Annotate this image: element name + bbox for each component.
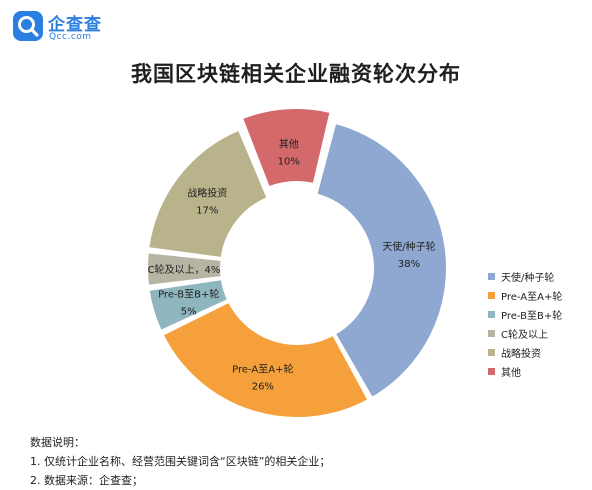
legend-swatch <box>488 273 495 280</box>
search-magnifier-icon <box>13 11 43 41</box>
donut-slice-1 <box>161 300 370 419</box>
legend-item: Pre-A至A+轮 <box>488 286 562 305</box>
legend-item: C轮及以上 <box>488 324 562 343</box>
slice-value-2: 5% <box>181 306 197 317</box>
legend-label: Pre-A至A+轮 <box>501 292 563 303</box>
slice-label-1: Pre-A至A+轮 <box>232 363 293 376</box>
legend-item: Pre-B至B+轮 <box>488 305 562 324</box>
legend-label: 天使/种子轮 <box>501 273 555 284</box>
donut-slice-4 <box>147 128 269 260</box>
legend-label: Pre-B至B+轮 <box>501 311 563 322</box>
slice-label-3: C轮及以上，4% <box>148 263 221 276</box>
donut-slice-3 <box>146 251 223 287</box>
legend-swatch <box>488 330 495 337</box>
legend-swatch <box>488 368 495 375</box>
legend-label: 其他 <box>501 368 521 379</box>
data-notes: 数据说明： 1. 仅统计企业名称、经营范围关键词含“区块链”的相关企业； 2. … <box>30 433 330 490</box>
slice-value-0: 38% <box>398 259 420 270</box>
brand-domain: Qcc.com <box>49 32 92 42</box>
donut-slice-0 <box>315 121 448 400</box>
slice-value-1: 26% <box>252 382 274 393</box>
legend-item: 战略投资 <box>488 343 562 362</box>
brand-logo: 企查查 Qcc.com <box>12 8 122 48</box>
legend-item: 其他 <box>488 362 562 381</box>
slice-value-5: 10% <box>278 156 300 167</box>
slice-label-2: Pre-B至B+轮 <box>158 287 219 300</box>
notes-item: 2. 数据来源：企查查； <box>30 474 143 487</box>
slice-value-4: 17% <box>196 205 218 216</box>
legend-item: 天使/种子轮 <box>488 267 562 286</box>
chart-legend: 天使/种子轮 Pre-A至A+轮 Pre-B至B+轮 C轮及以上战略投资其他 <box>488 267 562 381</box>
legend-swatch <box>488 349 495 356</box>
legend-label: C轮及以上 <box>501 330 548 341</box>
legend-swatch <box>488 311 495 318</box>
chart-title: 我国区块链相关企业融资轮次分布 <box>131 62 461 86</box>
slice-label-4: 战略投资 <box>187 186 227 199</box>
donut-slice-2 <box>147 277 230 333</box>
brand-name: 企查查 <box>48 15 102 35</box>
notes-heading: 数据说明： <box>30 436 85 449</box>
slice-label-0: 天使/种子轮 <box>382 240 435 253</box>
notes-item: 1. 仅统计企业名称、经营范围关键词含“区块链”的相关企业； <box>30 455 331 468</box>
donut-slice-5 <box>240 107 332 189</box>
legend-label: 战略投资 <box>501 349 541 360</box>
slice-label-5: 其他 <box>279 137 299 150</box>
legend-swatch <box>488 292 495 299</box>
